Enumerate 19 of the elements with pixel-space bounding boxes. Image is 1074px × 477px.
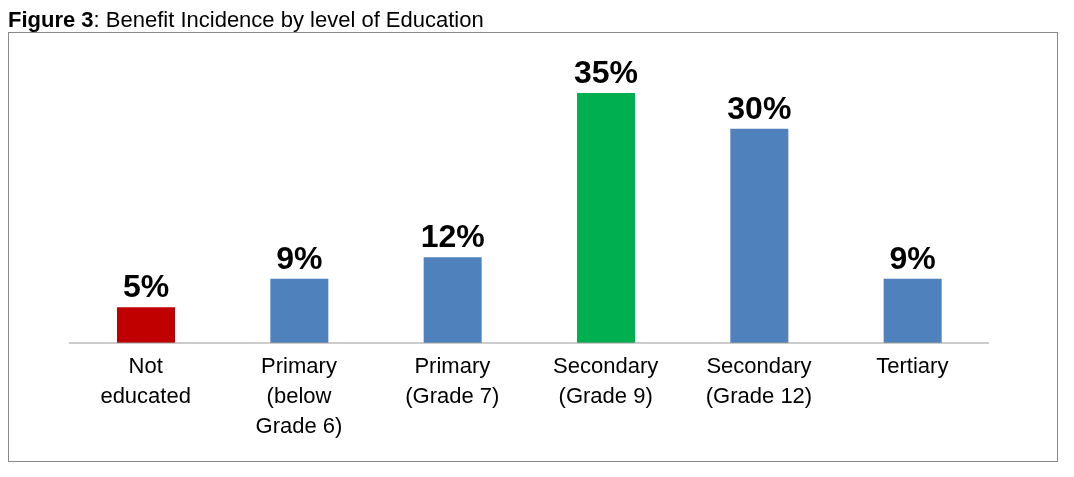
- x-tick-label: Secondary (Grade 12): [705, 353, 813, 408]
- x-tick-label: Primary (Grade 7): [405, 353, 500, 408]
- data-label: 30%: [727, 89, 792, 126]
- data-label: 5%: [122, 268, 170, 305]
- bar: [423, 257, 482, 343]
- data-label: 9%: [276, 239, 323, 276]
- chart-title: Figure 3: Benefit Incidence by level of Education: [8, 7, 485, 32]
- x-tick-label: Tertiary: [876, 353, 949, 378]
- bar: [577, 93, 635, 343]
- data-label: 35%: [573, 54, 639, 90]
- bar: [730, 128, 789, 343]
- x-tick-label: Primary (below Grade 6): [255, 353, 343, 438]
- bar: [883, 278, 942, 343]
- x-tick-label: Not educated: [100, 353, 191, 408]
- data-label: 12%: [420, 218, 485, 255]
- data-label: 9%: [889, 239, 936, 276]
- bar: [270, 278, 329, 343]
- bar: [117, 307, 175, 343]
- x-tick-label: Secondary (Grade 9): [553, 353, 659, 408]
